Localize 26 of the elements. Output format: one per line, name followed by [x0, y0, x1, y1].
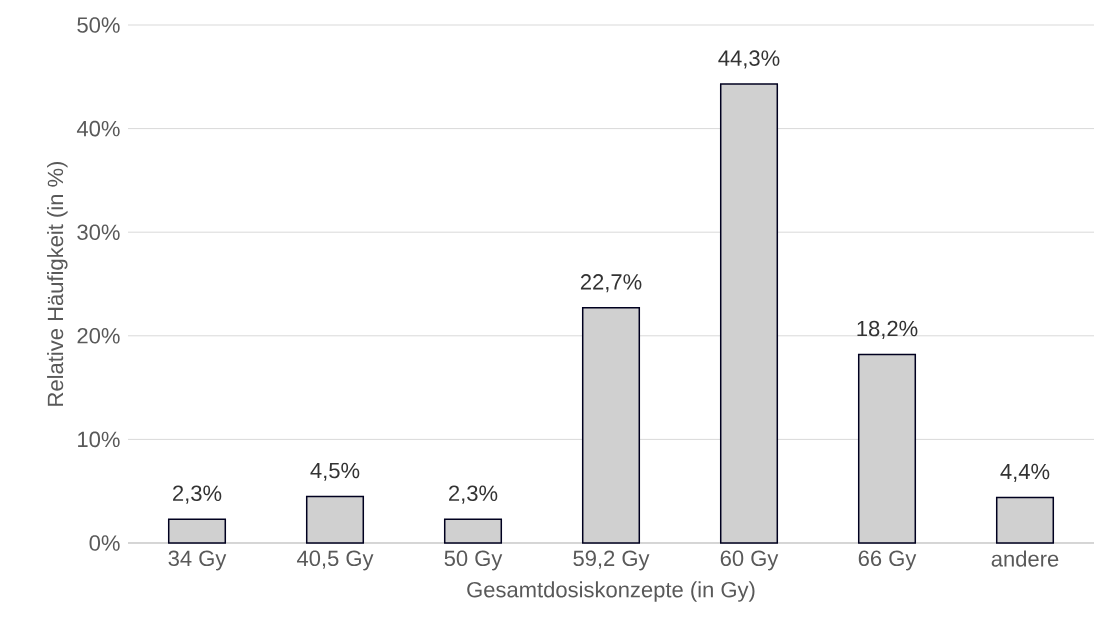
x-tick-label: andere — [991, 550, 1059, 567]
y-tick-label: 0% — [89, 535, 120, 551]
x-tick-label: 60 Gy — [720, 550, 779, 571]
y-tick-label: 10% — [78, 431, 120, 448]
bar — [995, 496, 1055, 544]
y-axis-title: Relative Häufigkeit (in %) — [47, 161, 68, 406]
y-tick-label: 50% — [77, 17, 120, 33]
data-label: 22,7% — [580, 274, 642, 293]
x-axis-title: Gesamtdosiskonzepte (in Gy) — [467, 581, 755, 602]
y-tick-label: 30% — [77, 224, 120, 240]
y-tick-label: 20% — [77, 328, 120, 344]
y-tick-label: 40% — [76, 120, 120, 137]
data-label: 18,2% — [857, 320, 918, 339]
x-tick-label: 59,2 Gy — [573, 550, 650, 571]
x-tick-label: 34 Gy — [168, 550, 227, 571]
data-label: 2,3% — [449, 485, 498, 504]
data-label: 4,4% — [1000, 463, 1050, 482]
data-label: 44,3% — [718, 50, 780, 69]
data-label: 4,5% — [310, 462, 360, 481]
bar — [443, 518, 503, 544]
data-label: 2,3% — [173, 485, 222, 504]
bar — [167, 518, 227, 544]
x-tick-label: 66 Gy — [858, 550, 917, 571]
bar — [305, 495, 365, 544]
x-tick-label: 40,5 Gy — [296, 550, 374, 571]
x-tick-label: 50 Gy — [444, 550, 503, 571]
